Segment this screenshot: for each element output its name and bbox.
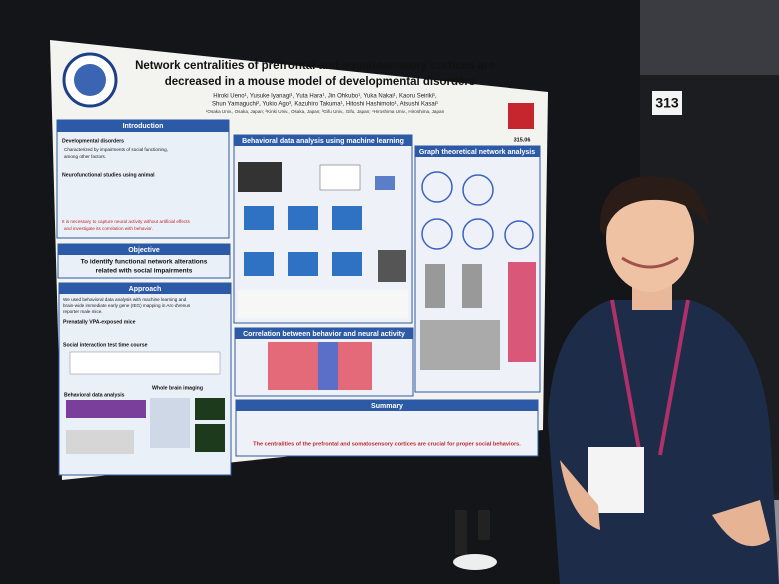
network-graph xyxy=(504,220,534,250)
text-line: We used behavioral data analysis with ma… xyxy=(63,297,187,302)
passerby-shoe xyxy=(453,554,497,570)
figure xyxy=(238,162,282,192)
section-heading: Approach xyxy=(129,286,162,293)
figure xyxy=(150,398,190,448)
poster-id: 315.06 xyxy=(514,137,531,143)
section-heading: Behavioral data analysis using machine l… xyxy=(242,138,404,145)
figure xyxy=(195,424,225,452)
text-line: It is necessary to capture neural activi… xyxy=(62,219,191,224)
text-line: among other factors. xyxy=(64,154,106,159)
section-heading: Introduction xyxy=(123,123,164,130)
figure xyxy=(319,164,361,191)
heatmap xyxy=(244,206,274,230)
section-header xyxy=(236,400,538,411)
section-header xyxy=(235,328,413,339)
figure xyxy=(508,262,536,362)
figure xyxy=(420,320,500,370)
text-line: Behavioral data analysis xyxy=(64,392,125,398)
network-graph xyxy=(421,218,453,250)
heatmap xyxy=(332,252,362,276)
text-line: Whole brain imaging xyxy=(152,385,203,391)
text-line: Developmental disorders xyxy=(62,138,124,144)
text-line: Characterized by impairments of social f… xyxy=(64,147,168,152)
section-header xyxy=(415,146,540,157)
figure xyxy=(462,264,482,308)
logo-inner xyxy=(74,64,106,96)
smile xyxy=(621,256,679,269)
timeline xyxy=(69,351,221,375)
heatmap xyxy=(244,252,274,276)
authors: Hiroki Ueno¹, Yusuke Iyanagi¹, Yuta Hara… xyxy=(213,94,437,100)
section-heading: Graph theoretical network analysis xyxy=(419,149,535,156)
title-line: decreased in a mouse model of developmen… xyxy=(165,76,476,88)
text-line: Prenatally VPA-exposed mice xyxy=(63,319,136,325)
caption xyxy=(238,290,408,318)
network-graph xyxy=(421,171,453,203)
lanyard xyxy=(610,299,690,456)
figure xyxy=(66,400,146,418)
name-badge xyxy=(588,447,644,513)
network-graphs xyxy=(421,171,534,250)
section-header xyxy=(58,244,230,255)
no-photo-icon xyxy=(508,103,534,129)
title-line: Network centralities of prefrontal and s… xyxy=(135,60,495,72)
section-header xyxy=(59,283,231,294)
figure xyxy=(195,398,225,420)
affiliations: ¹Osaka Univ., Osaka, Japan; ²Kinki Univ.… xyxy=(206,109,445,114)
section-heading: Summary xyxy=(371,403,403,410)
correlation-heatmap xyxy=(318,342,338,390)
heatmap xyxy=(332,206,362,230)
section-header xyxy=(57,120,229,132)
section-heading: Correlation between behavior and neural … xyxy=(243,331,405,338)
bar-figure xyxy=(378,250,406,282)
section-header xyxy=(234,135,412,146)
figure xyxy=(375,176,395,190)
booth-number: 313 xyxy=(655,95,679,111)
text-line: Social interaction test time course xyxy=(63,342,148,348)
figure xyxy=(425,264,445,308)
hand xyxy=(560,460,600,530)
hand xyxy=(712,500,770,547)
heatmap xyxy=(288,206,318,230)
text-line: and investigate its correlation with beh… xyxy=(64,226,153,231)
passerby-leg xyxy=(478,510,490,540)
figure xyxy=(66,430,134,454)
booth-sign xyxy=(652,91,682,115)
section-heading: Objective xyxy=(128,247,160,254)
network-graph xyxy=(462,218,494,250)
heatmap xyxy=(288,252,318,276)
network-graph xyxy=(462,174,494,206)
heatmaps xyxy=(244,206,362,276)
face xyxy=(606,184,694,292)
introduction-box xyxy=(56,119,230,239)
text-line: To identify functional network alteratio… xyxy=(81,259,208,266)
text-line: Neurofunctional studies using animal xyxy=(62,172,155,178)
authors: Shun Yamaguchi², Yukio Ago³, Kazuhiro Ta… xyxy=(212,102,438,108)
passerby-leg xyxy=(455,510,467,555)
text-line: related with social impairments xyxy=(96,268,193,275)
conclusion: The centralities of the prefrontal and s… xyxy=(253,441,521,447)
hair xyxy=(599,176,708,236)
text-line: reporter male mice. xyxy=(63,309,103,314)
text-line: brain-wide immediate early gene (IEG) ma… xyxy=(63,303,191,308)
